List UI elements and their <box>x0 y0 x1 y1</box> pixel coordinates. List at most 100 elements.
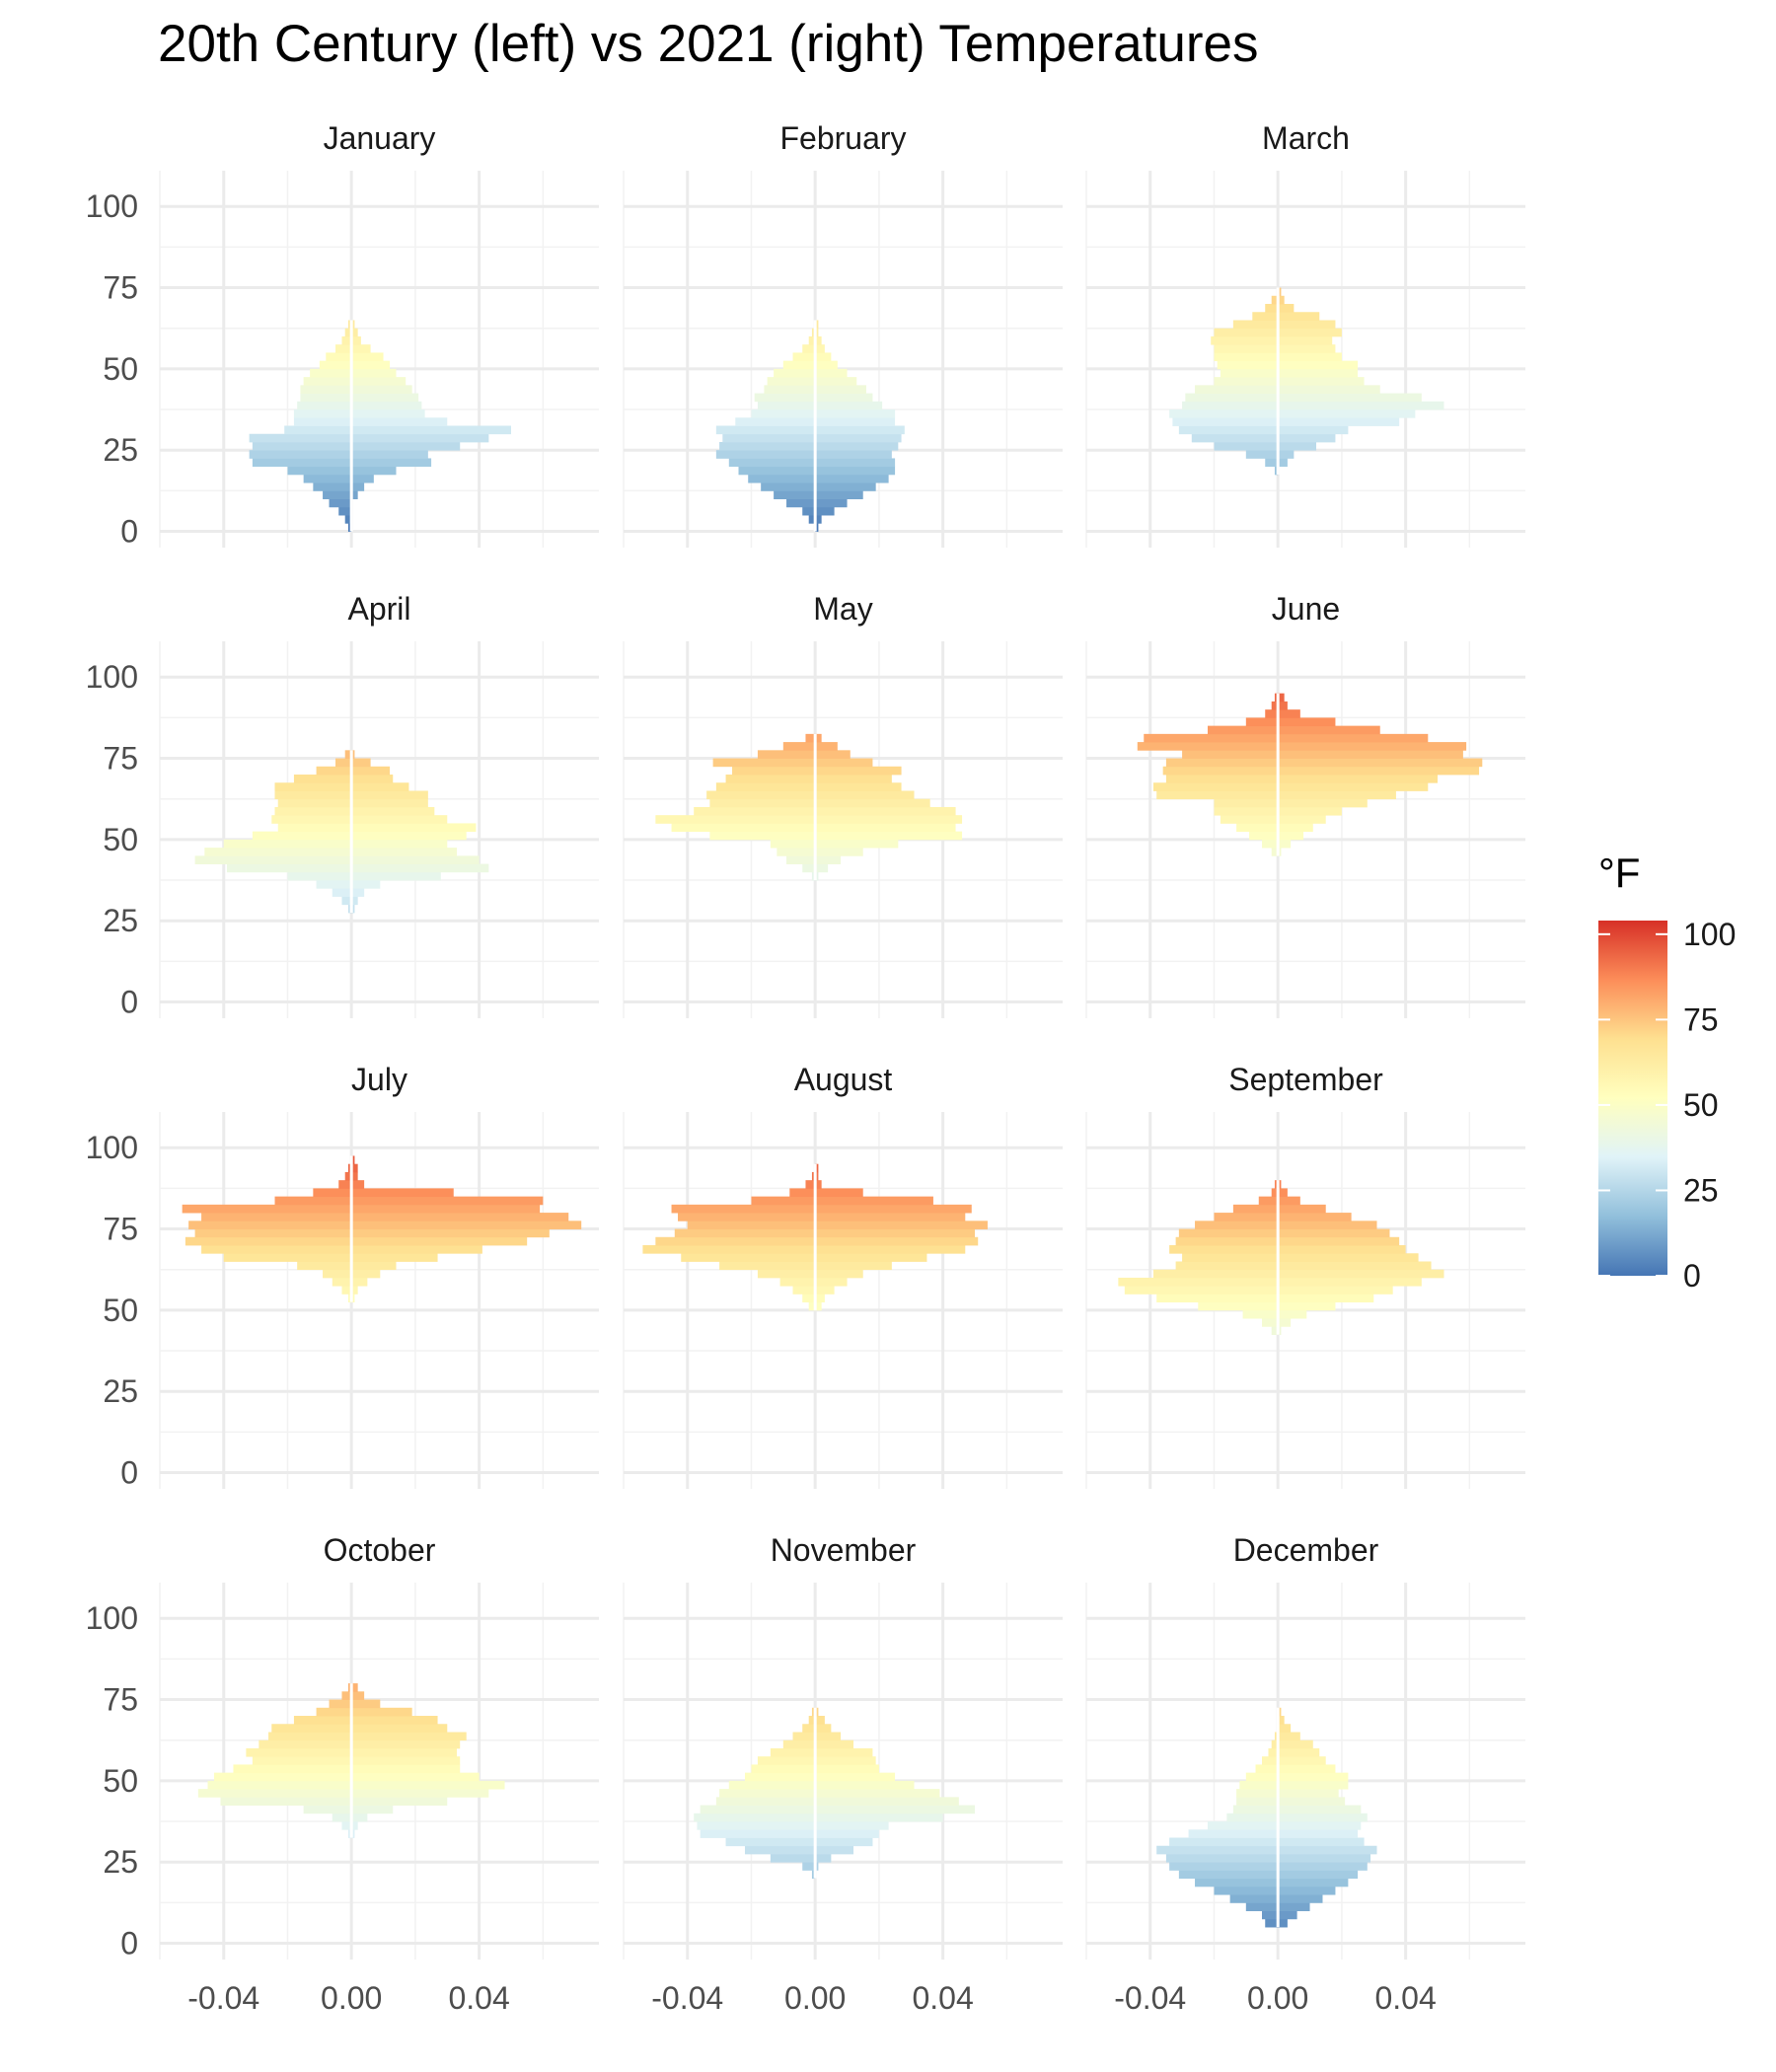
y-tick-label: 50 <box>103 351 138 387</box>
bar-2021 <box>815 1756 876 1765</box>
bar-2021 <box>1278 1188 1288 1198</box>
y-tick-label: 0 <box>120 1926 138 1961</box>
bar-2021 <box>815 871 819 881</box>
bar-20th-century <box>757 401 816 410</box>
bar-20th-century <box>1226 1813 1279 1822</box>
bar-20th-century <box>1262 1910 1279 1920</box>
bar-2021 <box>1278 1870 1359 1880</box>
bar-20th-century <box>313 1188 352 1198</box>
bar-20th-century <box>782 360 816 370</box>
bar-2021 <box>351 839 448 849</box>
bar-2021 <box>351 417 448 426</box>
bar-20th-century <box>1162 766 1279 776</box>
bar-2021 <box>1278 831 1304 841</box>
bar-2021 <box>1278 1236 1400 1246</box>
bar-20th-century <box>1265 458 1279 468</box>
bar-2021 <box>1278 1829 1359 1838</box>
bar-2021 <box>351 1188 454 1198</box>
bar-2021 <box>1278 433 1336 443</box>
bar-2021 <box>815 1245 966 1254</box>
bar-20th-century <box>329 498 352 508</box>
bar-20th-century <box>1242 1309 1279 1319</box>
bar-20th-century <box>1249 831 1279 841</box>
facet-label: January <box>324 120 436 156</box>
bar-20th-century <box>1220 815 1279 824</box>
bar-2021 <box>1278 1780 1349 1790</box>
bar-20th-century <box>751 1764 816 1774</box>
x-tick-label: 0.00 <box>784 1980 846 2016</box>
bar-2021 <box>815 1829 879 1838</box>
bar-2021 <box>1278 1789 1339 1798</box>
bar-20th-century <box>233 1764 352 1774</box>
bar-20th-century <box>709 798 816 808</box>
bar-2021 <box>1278 1747 1320 1757</box>
bar-2021 <box>815 335 822 345</box>
bar-20th-century <box>297 1261 352 1271</box>
bar-2021 <box>351 848 457 856</box>
bar-2021 <box>351 855 480 864</box>
bar-2021 <box>1278 839 1292 849</box>
bar-20th-century <box>774 490 816 500</box>
bar-20th-century <box>316 1707 352 1717</box>
bar-20th-century <box>1214 1886 1279 1895</box>
bar-20th-century <box>188 1221 352 1229</box>
bar-20th-century <box>347 1294 352 1303</box>
panel-march: March <box>1085 120 1525 548</box>
bar-2021 <box>1278 806 1342 816</box>
bar-20th-century <box>782 742 816 751</box>
bar-2021 <box>351 823 477 833</box>
bar-2021 <box>815 1862 819 1871</box>
bar-20th-century <box>1156 1294 1279 1303</box>
panel-april: April 0 25 50 75 100 <box>86 591 599 1020</box>
bar-20th-century <box>326 352 352 362</box>
bar-20th-century <box>1156 790 1279 800</box>
bar-2021 <box>1278 1805 1362 1814</box>
legend-title: °F <box>1598 850 1640 896</box>
bar-20th-century <box>287 871 352 881</box>
bar-20th-century <box>1239 1780 1279 1790</box>
bar-20th-century <box>223 839 352 849</box>
chart-title: 20th Century (left) vs 2021 (right) Temp… <box>158 15 1259 73</box>
bar-20th-century <box>1165 758 1279 768</box>
bar-20th-century <box>259 1739 352 1749</box>
bar-2021 <box>815 1813 943 1822</box>
bar-2021 <box>815 409 896 418</box>
bar-2021 <box>1278 287 1282 297</box>
y-tick-label: 100 <box>86 1600 138 1636</box>
bar-2021 <box>351 1829 355 1838</box>
bar-20th-century <box>1262 1318 1279 1327</box>
x-tick-label: 0.04 <box>912 1980 973 2016</box>
bar-20th-century <box>1245 450 1279 459</box>
bar-2021 <box>1278 1245 1406 1254</box>
bar-20th-century <box>252 1756 352 1765</box>
bar-2021 <box>1278 742 1467 751</box>
bar-2021 <box>815 1716 825 1725</box>
bar-2021 <box>815 1236 979 1246</box>
bar-20th-century <box>1232 1204 1279 1214</box>
bar-2021 <box>815 368 848 378</box>
x-tick-label: 0.04 <box>1374 1980 1436 2016</box>
bar-2021 <box>351 1261 397 1271</box>
bar-2021 <box>815 450 892 459</box>
bar-2021 <box>1278 766 1480 776</box>
bar-2021 <box>351 377 407 386</box>
bar-2021 <box>351 450 428 459</box>
bar-2021 <box>1278 393 1422 403</box>
bar-20th-century <box>1188 1829 1279 1838</box>
bar-2021 <box>1278 368 1359 378</box>
bar-20th-century <box>709 831 816 841</box>
bar-20th-century <box>338 506 352 516</box>
bar-20th-century <box>271 1724 352 1733</box>
bar-20th-century <box>1214 377 1279 386</box>
bar-2021 <box>815 1269 863 1279</box>
bar-2021 <box>815 515 822 524</box>
bar-20th-century <box>786 855 816 864</box>
bar-20th-century <box>770 1853 816 1863</box>
bar-20th-century <box>697 1821 816 1830</box>
bar-2021 <box>351 335 361 345</box>
bar-20th-century <box>297 401 352 410</box>
facet-label: October <box>324 1532 436 1568</box>
facet-label: July <box>351 1062 407 1097</box>
bar-2021 <box>815 360 838 370</box>
bar-2021 <box>351 1683 358 1692</box>
